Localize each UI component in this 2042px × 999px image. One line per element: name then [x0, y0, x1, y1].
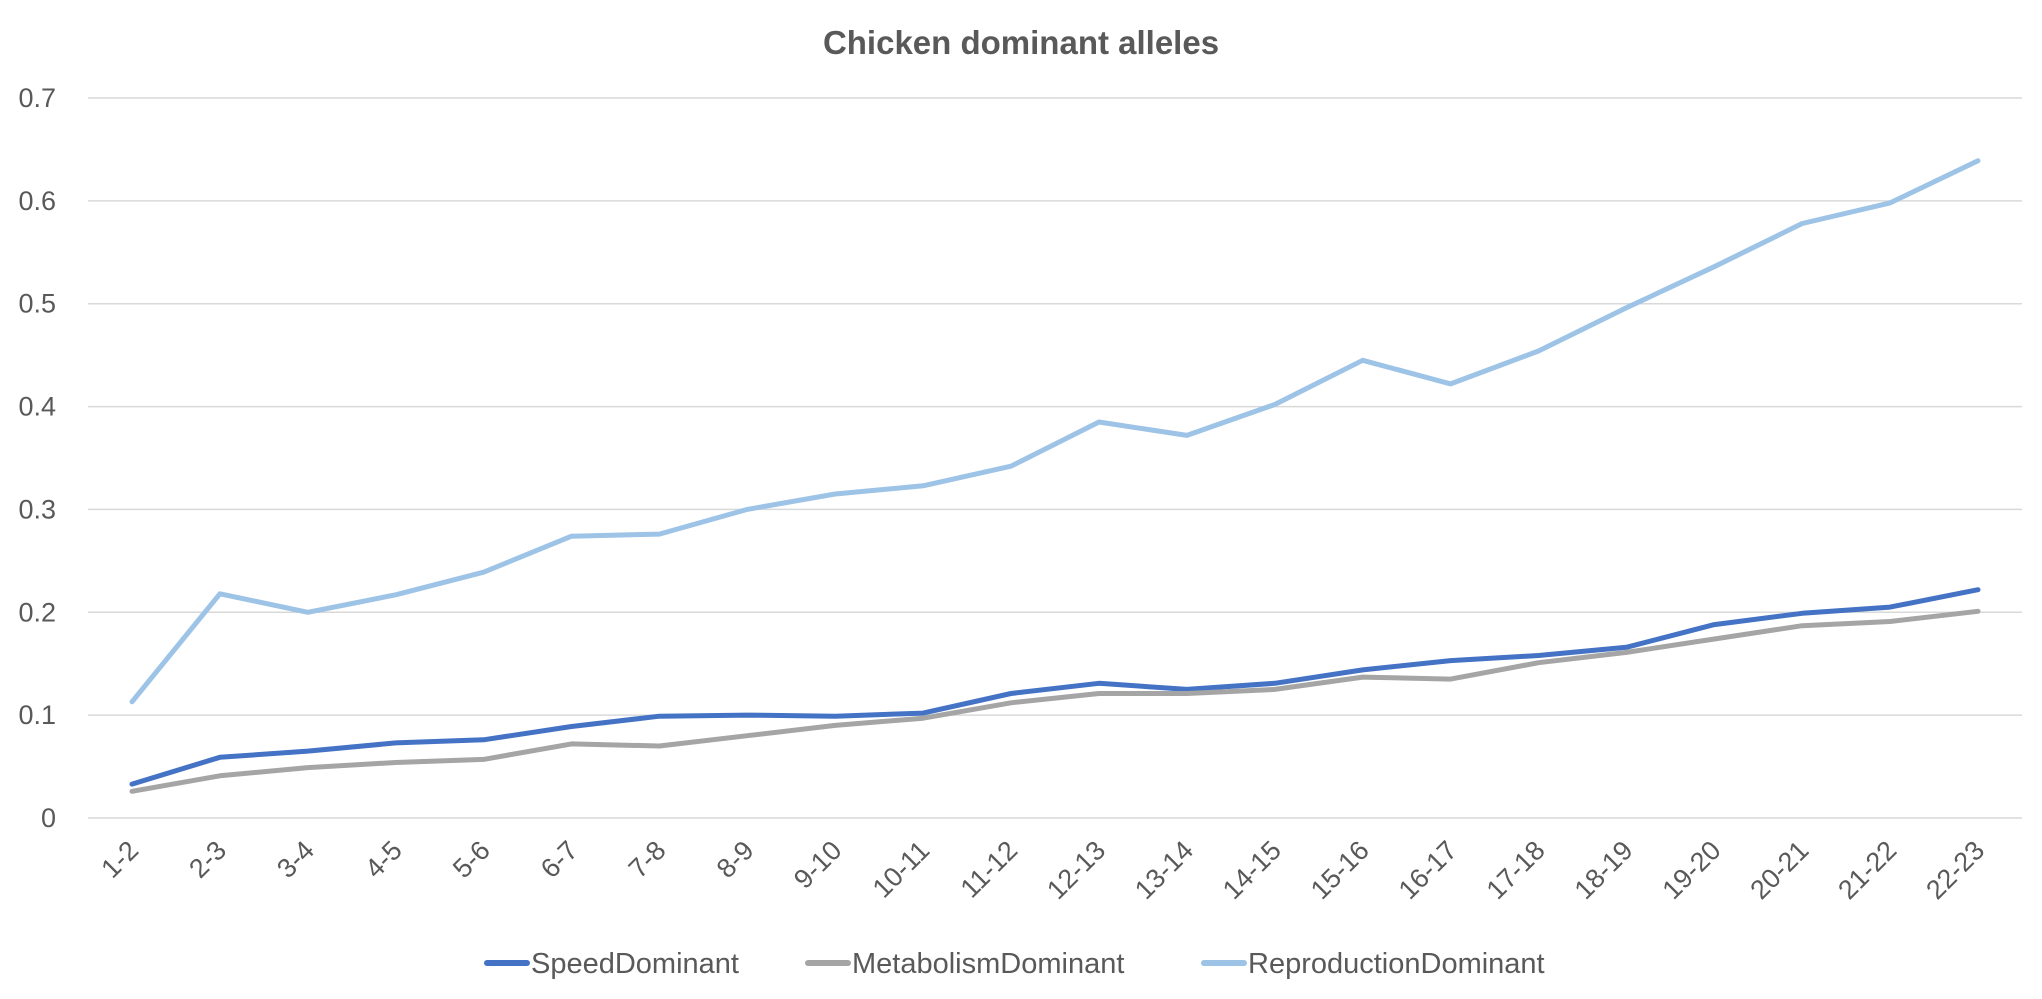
legend-label: MetabolismDominant [852, 948, 1124, 980]
x-tick-label: 22-23 [1920, 835, 1990, 905]
y-tick-label: 0.6 [18, 186, 56, 216]
x-tick-label: 8-9 [711, 835, 760, 884]
x-tick-label: 15-16 [1305, 835, 1375, 905]
x-tick-label: 13-14 [1129, 835, 1199, 905]
x-tick-label: 17-18 [1481, 835, 1551, 905]
series-line-reproductiondominant [129, 158, 1981, 705]
gridlines [88, 97, 2022, 819]
x-tick-label: 21-22 [1832, 835, 1902, 905]
x-tick-label: 1-2 [95, 835, 144, 884]
y-tick-label: 0 [41, 803, 56, 833]
chart-title: Chicken dominant alleles [823, 24, 1219, 61]
y-axis-ticks: 0 0.1 0.2 0.3 0.4 0.5 0.6 0.7 [18, 83, 56, 833]
legend-label: SpeedDominant [531, 948, 739, 980]
x-tick-label: 9-10 [788, 835, 847, 894]
series-line-metabolismdominant [129, 608, 1981, 794]
x-tick-label: 18-19 [1569, 835, 1639, 905]
x-tick-label: 5-6 [447, 835, 496, 884]
x-tick-label: 10-11 [867, 835, 936, 904]
series-line-speeddominant [129, 587, 1981, 787]
x-tick-label: 7-8 [623, 835, 672, 884]
series-lines [129, 158, 1981, 794]
legend: SpeedDominant MetabolismDominant Reproduct… [484, 948, 1545, 980]
y-tick-label: 0.2 [18, 597, 56, 627]
x-tick-label: 6-7 [535, 835, 584, 884]
legend-label: ReproductionDominant [1248, 948, 1545, 980]
x-tick-label: 20-21 [1744, 835, 1814, 905]
x-tick-label: 2-3 [183, 835, 232, 884]
x-tick-label: 14-15 [1217, 835, 1287, 905]
y-tick-label: 0.3 [18, 494, 56, 524]
x-tick-label: 3-4 [271, 835, 320, 884]
y-tick-label: 0.5 [18, 289, 56, 319]
x-tick-label: 11-12 [955, 835, 1024, 904]
x-tick-label: 4-5 [359, 835, 408, 884]
y-tick-label: 0.7 [18, 83, 56, 113]
x-tick-label: 12-13 [1041, 835, 1111, 905]
x-tick-label: 16-17 [1393, 835, 1463, 905]
x-tick-label: 19-20 [1657, 835, 1727, 905]
y-tick-label: 0.4 [18, 392, 56, 422]
y-tick-label: 0.1 [18, 700, 56, 730]
x-axis-ticks: 1-2 2-3 3-4 4-5 5-6 6-7 7-8 8-9 9-10 10-11 11-12 12… [95, 835, 1990, 905]
